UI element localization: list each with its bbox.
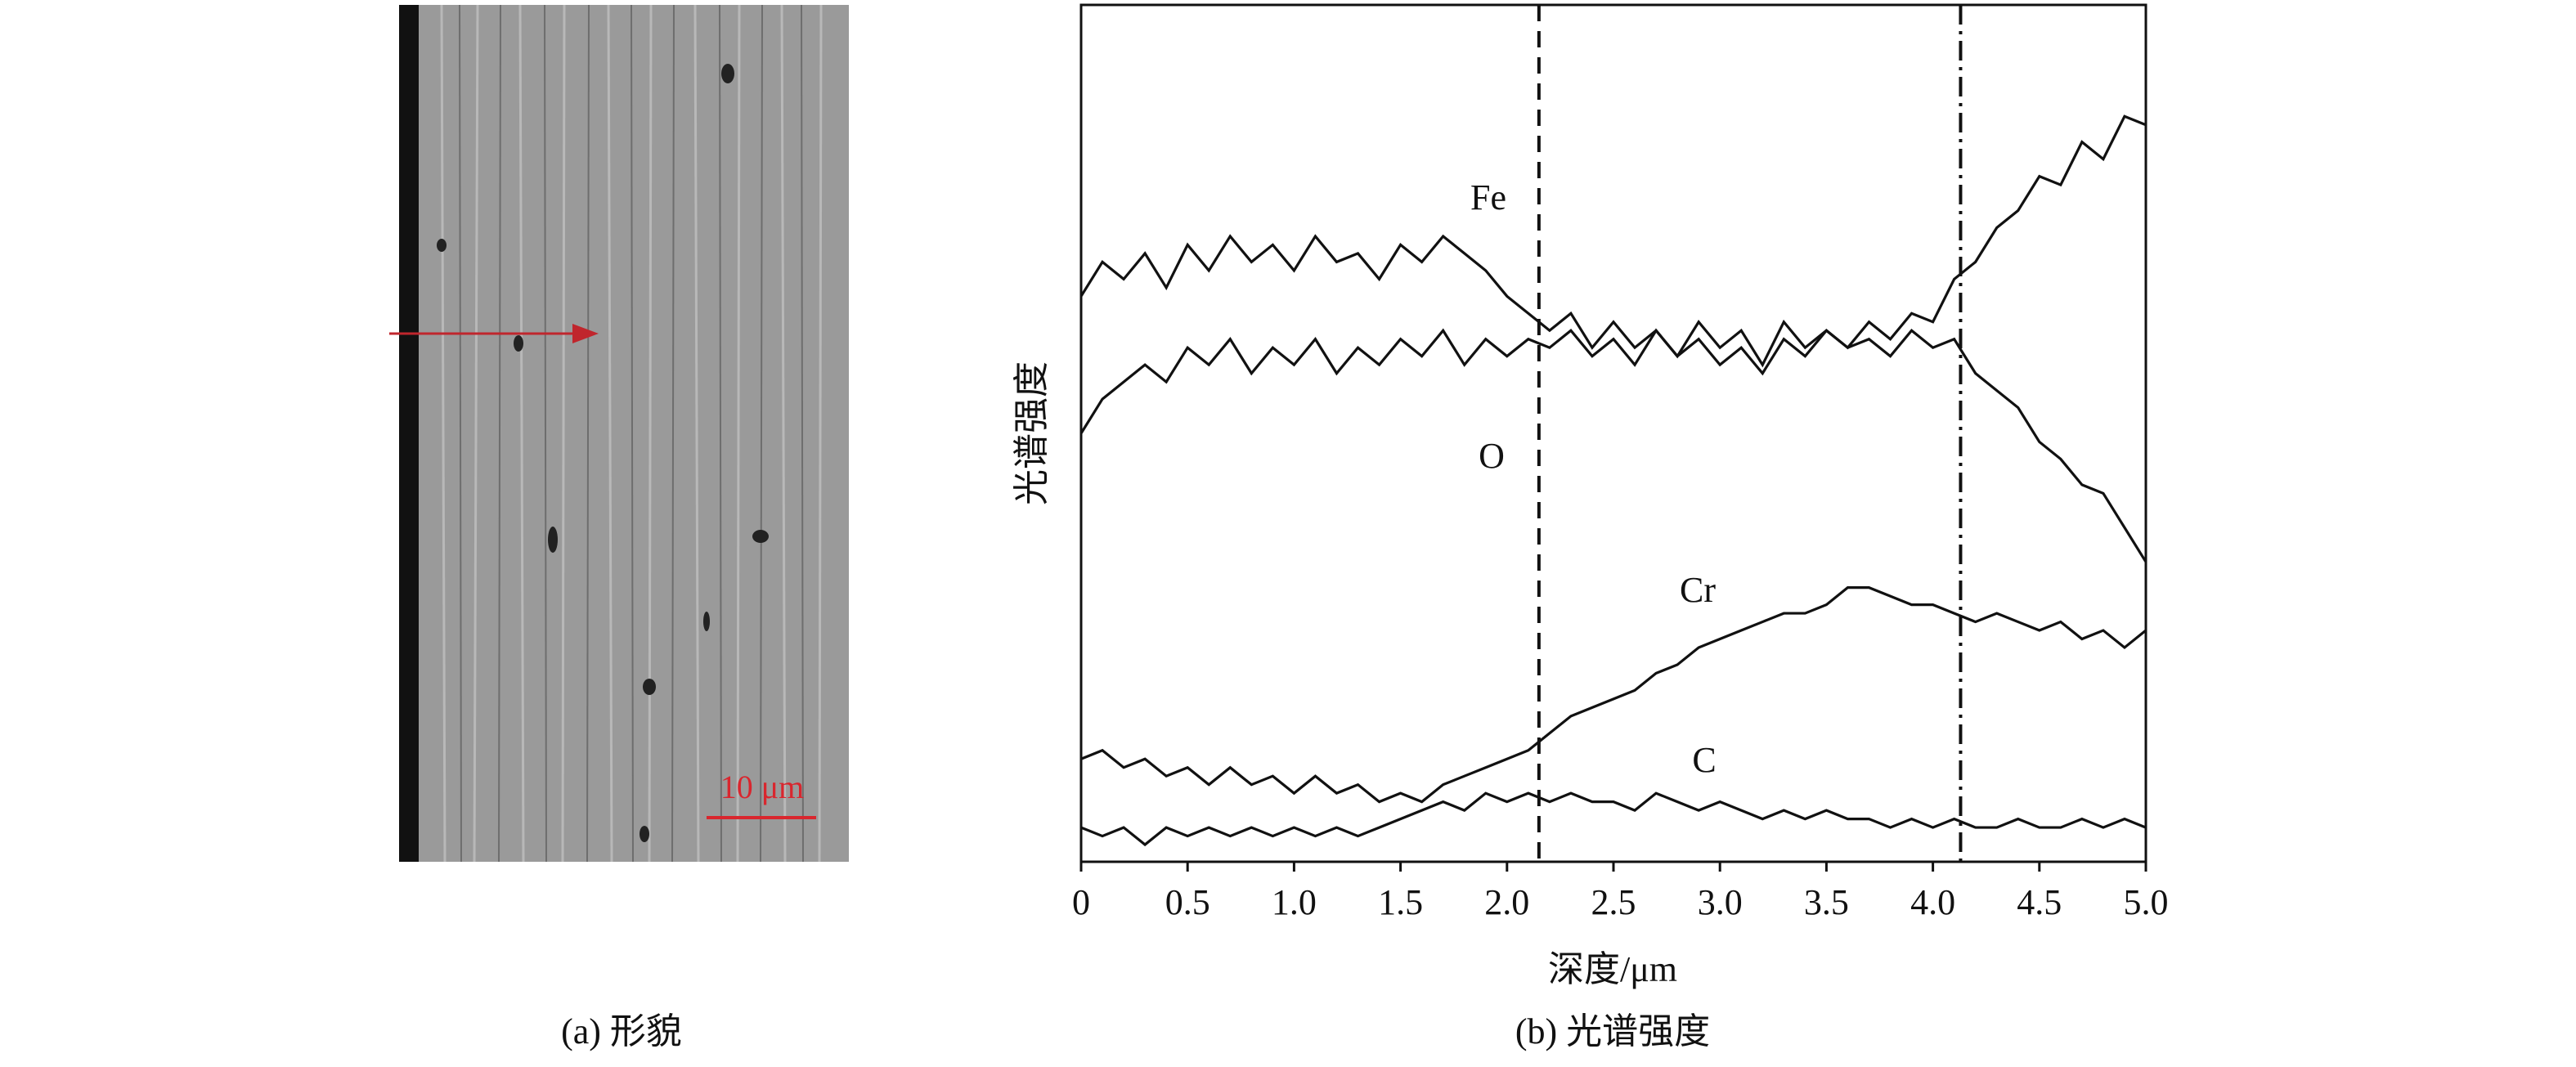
series-line <box>1079 114 2147 368</box>
x-tick-label: 1.0 <box>1272 882 1317 922</box>
x-axis-label: 深度/μm <box>1548 949 1677 989</box>
y-axis-label: 光谱强度 <box>1012 361 1052 505</box>
x-tick-label: 2.5 <box>1591 882 1636 922</box>
plot-frame <box>1079 3 2147 863</box>
series-label: Cr <box>1680 570 1716 610</box>
defects <box>437 64 769 842</box>
x-tick-label: 3.5 <box>1804 882 1849 922</box>
x-tick-label: 4.5 <box>2017 882 2062 922</box>
series-label: Fe <box>1470 177 1506 217</box>
caption: (a) 形貌 <box>561 1011 682 1051</box>
x-tick-label: 4.0 <box>1910 882 1955 922</box>
chart-title: (b) 光谱强度 <box>1515 1011 1710 1051</box>
scratch-lines-dark <box>459 4 804 863</box>
x-tick-label: 5.0 <box>2124 882 2169 922</box>
scale-bar-label: 10 μm <box>720 769 805 805</box>
x-tick-label: 2.0 <box>1484 882 1529 922</box>
series-line <box>1079 328 2147 563</box>
series-label: C <box>1692 740 1716 780</box>
micrograph: 10 μm <box>389 4 849 863</box>
plot: 0 0.5 1.0 1.5 2.0 2.5 3.0 3.5 4.0 4.5 5.0 Fe O Cr C <box>1072 5 2169 922</box>
scratch-lines <box>440 4 823 863</box>
scan-arrow-head <box>572 324 599 343</box>
x-tick-label: 3.0 <box>1698 882 1743 922</box>
edge <box>399 5 419 862</box>
series-label: O <box>1479 436 1505 476</box>
series-line <box>1080 586 2147 804</box>
series-line <box>1080 791 2147 847</box>
x-tick-label: 1.5 <box>1378 882 1423 922</box>
x-tick-label: 0.5 <box>1165 882 1210 922</box>
x-tick-label: 0 <box>1072 882 1090 922</box>
